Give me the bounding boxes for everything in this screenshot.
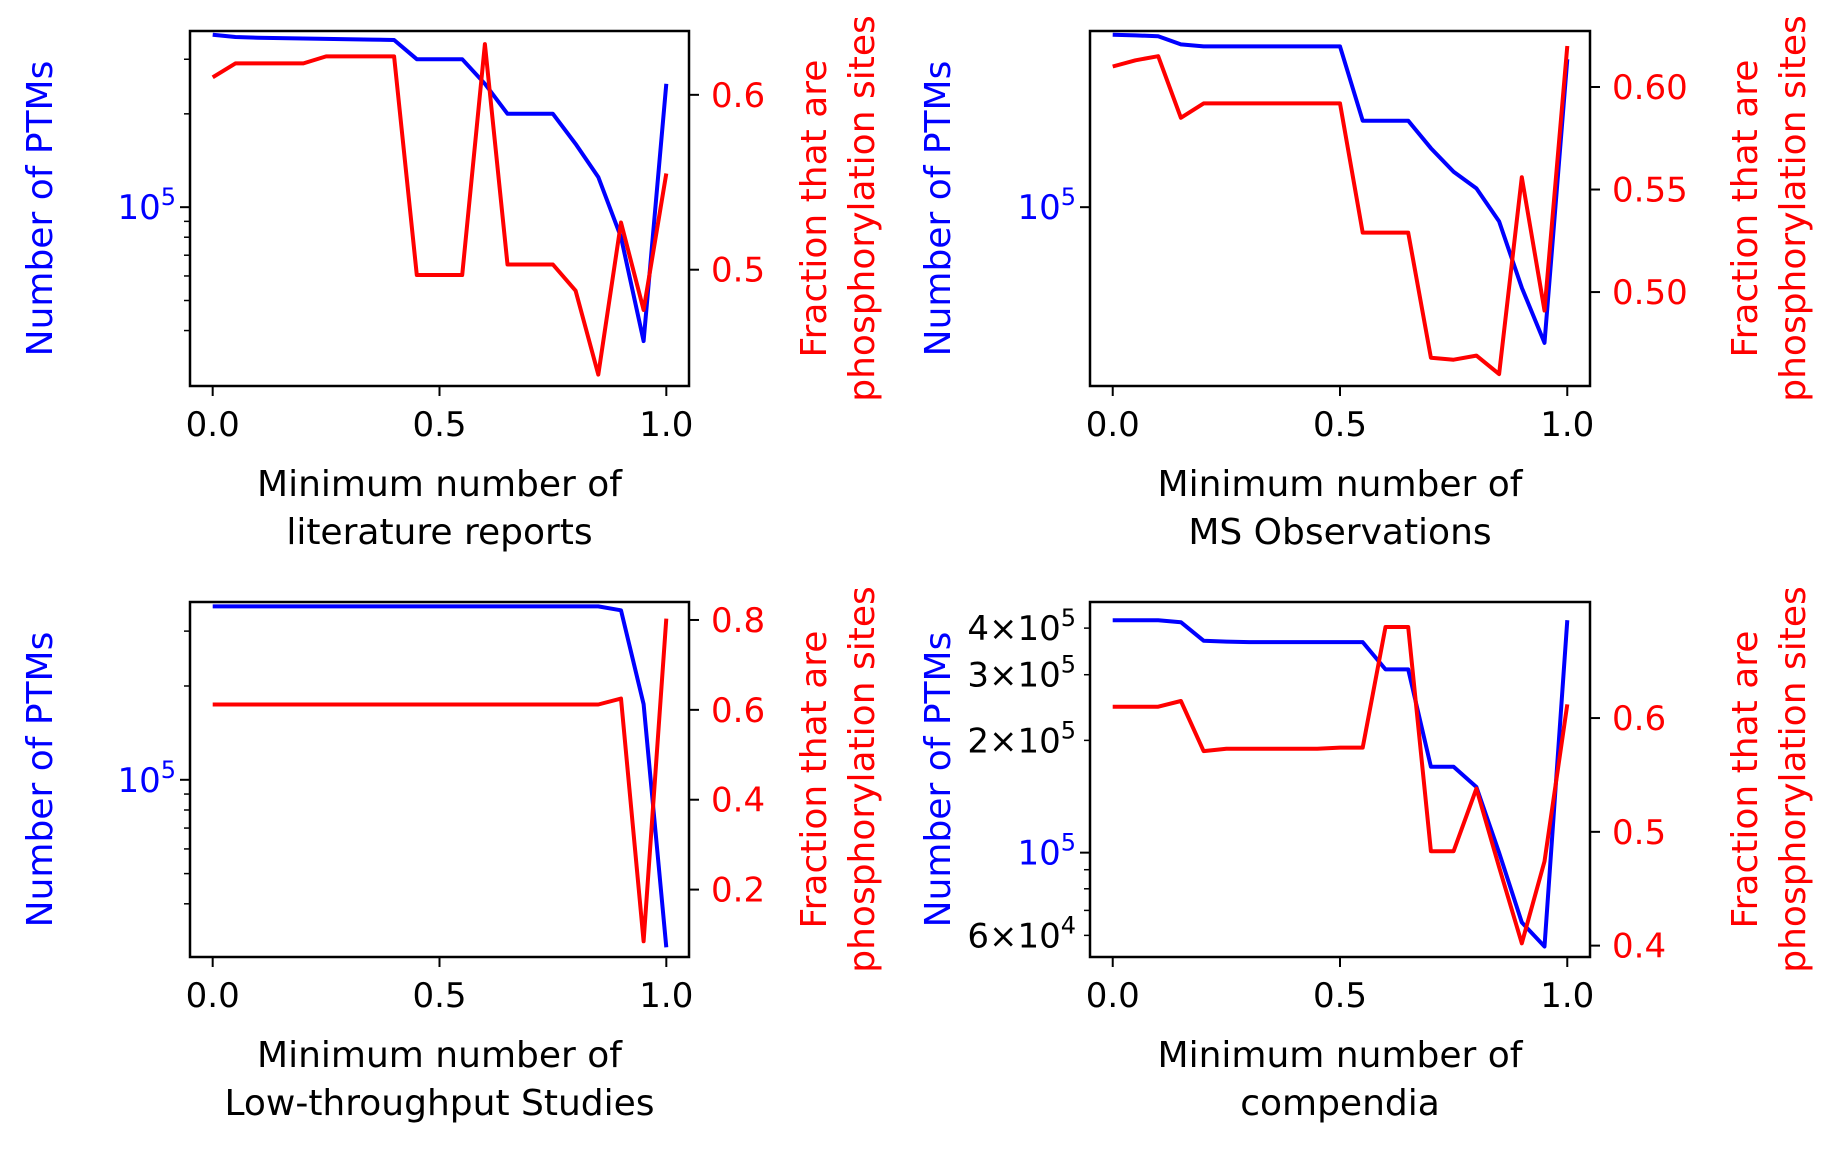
x-tick-label: 0.5 — [412, 405, 466, 445]
plot-frame — [188, 600, 691, 959]
series-line-left — [1112, 32, 1570, 345]
y-right-tick-label: 0.50 — [1612, 273, 1688, 313]
y-left-axis-title: Number of PTMs — [20, 61, 61, 357]
y-left-axis-title: Number of PTMs — [918, 632, 959, 928]
x-tick-label: 1.0 — [639, 405, 693, 445]
y-left-tick-label: 105 — [117, 756, 176, 801]
y-left-tick-label: 105 — [1017, 183, 1076, 228]
x-axis-title: compendia — [1240, 1083, 1440, 1124]
x-tick-label: 1.0 — [639, 976, 693, 1016]
x-tick-label: 1.0 — [1540, 405, 1594, 445]
y-left-tick-label: 3×105 — [967, 651, 1076, 696]
subplot-2: 0.0 0.5 1.0 Minimum number of MS Observation… — [918, 15, 1814, 553]
y-right-tick-label: 0.4 — [711, 781, 765, 821]
subplot-1: 0.0 0.5 1.0 Minimum number of literature rep… — [20, 15, 883, 553]
series-line-right — [1112, 625, 1570, 946]
series-line-right — [211, 42, 669, 377]
series-line-left — [1112, 618, 1570, 949]
y-right-tick-label: 0.6 — [711, 691, 765, 731]
x-tick-label: 0.0 — [186, 405, 240, 445]
x-axis-title: Minimum number of — [1158, 1035, 1524, 1076]
subplot-4: 0.0 0.5 1.0 Minimum number of compendia 6×104… — [918, 586, 1814, 1124]
y-left-axis-title: Number of PTMs — [20, 632, 61, 928]
plot-frame — [1088, 29, 1592, 388]
y-left-tick-label: 2×105 — [967, 716, 1076, 761]
x-tick-label: 0.5 — [1313, 976, 1367, 1016]
x-axis-title: Low-throughput Studies — [224, 1083, 654, 1124]
series-line-left — [212, 32, 669, 344]
y-right-axis-title: phosphorylation sites — [842, 586, 883, 973]
y-left-tick-label: 4×105 — [967, 604, 1076, 649]
x-axis-title: Minimum number of — [257, 464, 623, 505]
y-right-tick-label: 0.60 — [1612, 68, 1688, 108]
y-right-tick-label: 0.5 — [1612, 813, 1666, 853]
series-line-left — [212, 604, 669, 948]
y-right-axis-title: Fraction that are — [1725, 631, 1766, 929]
y-right-axis-title: phosphorylation sites — [842, 15, 883, 402]
x-tick-label: 0.0 — [186, 976, 240, 1016]
x-tick-label: 0.0 — [1086, 976, 1140, 1016]
y-right-tick-label: 0.6 — [1612, 699, 1666, 739]
y-right-tick-label: 0.4 — [1612, 927, 1666, 967]
subplot-3: 0.0 0.5 1.0 Minimum number of Low-throughput… — [20, 586, 883, 1124]
y-right-axis-title: Fraction that are — [1725, 60, 1766, 358]
y-left-tick-label: 105 — [1017, 829, 1076, 874]
x-tick-label: 1.0 — [1540, 976, 1594, 1016]
series-line-right — [1112, 45, 1570, 377]
y-left-axis-title: Number of PTMs — [918, 61, 959, 357]
x-tick-label: 0.5 — [412, 976, 466, 1016]
x-axis-title: literature reports — [286, 512, 592, 553]
y-right-axis-title: Fraction that are — [794, 60, 835, 358]
y-right-axis-title: phosphorylation sites — [1773, 586, 1814, 973]
y-right-tick-label: 0.5 — [711, 251, 765, 291]
y-right-axis-title: phosphorylation sites — [1773, 15, 1814, 402]
x-tick-label: 0.0 — [1086, 405, 1140, 445]
x-tick-label: 0.5 — [1313, 405, 1367, 445]
x-axis-title: Minimum number of — [257, 1035, 623, 1076]
y-right-tick-label: 0.8 — [711, 601, 765, 641]
y-right-axis-title: Fraction that are — [794, 631, 835, 929]
y-right-tick-label: 0.55 — [1612, 171, 1688, 211]
plot-frame — [188, 29, 691, 388]
y-right-tick-label: 0.6 — [711, 76, 765, 116]
y-right-tick-label: 0.2 — [711, 871, 765, 911]
y-left-tick-label: 105 — [117, 183, 176, 228]
x-axis-title: Minimum number of — [1158, 464, 1524, 505]
y-left-tick-label: 6×104 — [967, 911, 1076, 956]
series-line-right — [212, 618, 669, 944]
x-axis-title: MS Observations — [1188, 512, 1491, 553]
